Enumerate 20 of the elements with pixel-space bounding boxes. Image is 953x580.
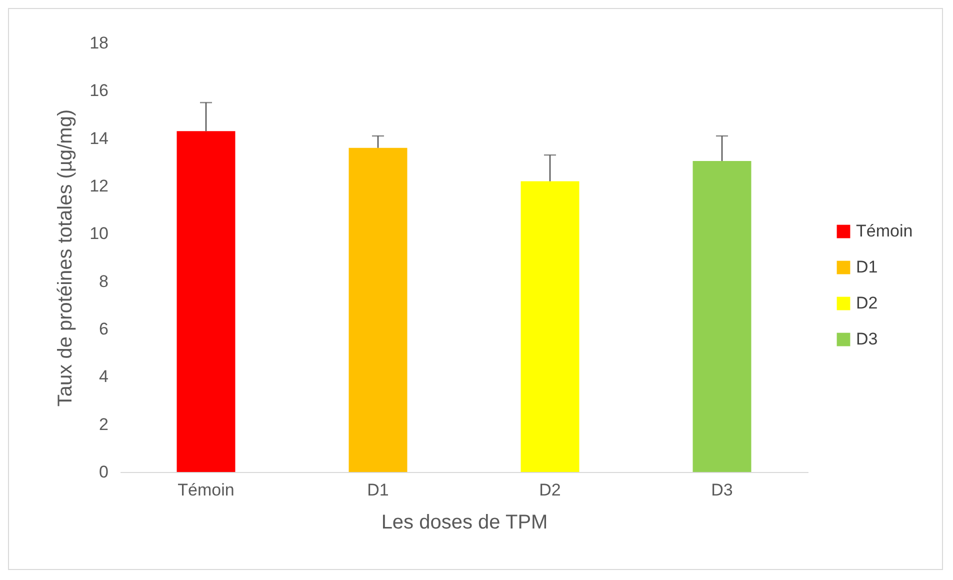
legend-label: Témoin [856, 222, 913, 240]
y-tick-label: 18 [90, 34, 108, 52]
y-tick-label: 8 [99, 272, 108, 291]
y-tick-label: 0 [99, 462, 108, 482]
legend-label: D1 [856, 258, 878, 276]
y-tick-label: 10 [90, 224, 108, 244]
y-tick-label: 12 [90, 176, 108, 196]
x-axis-title: Les doses de TPM [381, 512, 548, 534]
x-tick-label: D2 [539, 480, 561, 500]
y-tick-label: 14 [90, 128, 108, 148]
y-axis-title: Taux de protéines totales (µg/mg) [54, 109, 77, 407]
x-tick-label: D1 [367, 480, 389, 500]
legend-label: D3 [856, 330, 878, 348]
x-tick-label: Témoin [178, 480, 234, 500]
y-tick-label: 6 [99, 320, 108, 338]
y-tick-label: 4 [99, 367, 108, 386]
x-tick-label: D3 [711, 480, 733, 500]
y-tick-label: 2 [99, 414, 108, 434]
legend-label: D2 [856, 294, 878, 312]
y-tick-label: 16 [90, 81, 108, 100]
